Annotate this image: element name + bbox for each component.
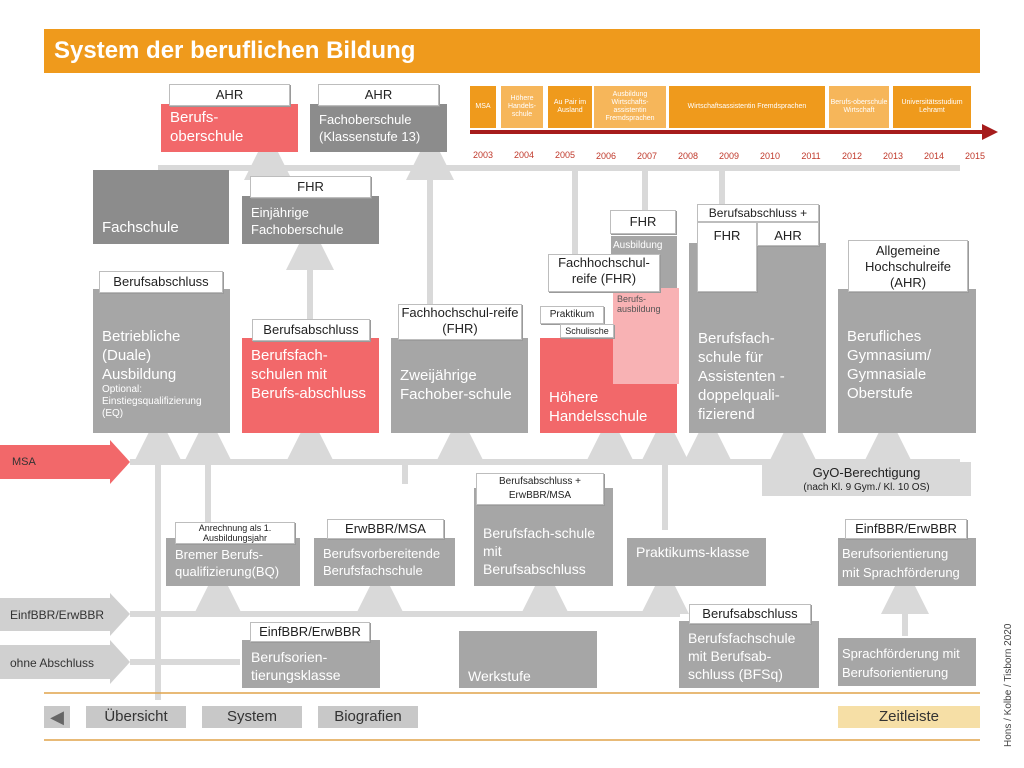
tag-berufsabschluss-dual: Berufsabschluss bbox=[99, 271, 223, 293]
tag-fhr-hhs: FHR bbox=[610, 210, 676, 234]
timeline-box-hhs: Höhere Handels-schule bbox=[501, 86, 543, 128]
tag-ahr-bos: AHR bbox=[169, 84, 290, 106]
nav-zeitleiste[interactable]: Zeitleiste bbox=[838, 706, 980, 728]
year-label: 2013 bbox=[882, 151, 904, 161]
tag-einfbbr-btk: EinfBBR/ErwBBR bbox=[250, 622, 370, 642]
timeline-box-ausbildung: Ausbildung Wirtschafts-assistentin Fremd… bbox=[594, 86, 666, 128]
box-berufsorientierungsklasse[interactable]: Berufsorien-tierungsklasse bbox=[242, 640, 380, 688]
tag-ahr-bfsa: AHR bbox=[757, 222, 819, 246]
timeline-box-bos: Berufs-oberschule Wirtschaft bbox=[829, 86, 889, 128]
timeline-box-wirtschaftsassistentin: Wirtschaftsassistentin Fremdsprachen bbox=[669, 86, 825, 128]
einfbbr-arrow-label: EinfBBR/ErwBBR bbox=[10, 608, 105, 622]
box-fachoberschule-13[interactable]: Fachoberschule (Klassenstufe 13) bbox=[310, 104, 447, 152]
year-label: 2014 bbox=[923, 151, 945, 161]
duale-ausbildung-label: Betriebliche (Duale) Ausbildung bbox=[102, 328, 181, 383]
back-button[interactable]: ◀ bbox=[44, 706, 70, 728]
credit-text: Hons / Kolbe / Tisborn 2020 bbox=[1003, 623, 1014, 747]
tag-erwbbr-msa: ErwBBR/MSA bbox=[327, 519, 444, 539]
tag-einfbbr-erwbbr: EinfBBR/ErwBBR bbox=[845, 519, 967, 539]
tag-fhr-fos2: Fachhochschul-reife (FHR) bbox=[398, 304, 522, 340]
year-label: 2015 bbox=[964, 151, 986, 161]
box-einjaehrige-fos[interactable]: Einjährige Fachoberschule bbox=[242, 196, 379, 244]
fhr-label: FHR bbox=[713, 228, 741, 243]
msa-arrow-label: MSA bbox=[12, 456, 36, 468]
timeline-box-msa: MSA bbox=[470, 86, 496, 128]
year-label: 2005 bbox=[554, 150, 576, 160]
hhs-berufsausbildung: Berufs-ausbildung bbox=[613, 288, 679, 384]
tag-fhr-bfsa: FHR bbox=[697, 222, 757, 292]
year-label: 2007 bbox=[636, 151, 658, 161]
hhs-praktikum: Praktikum bbox=[540, 306, 604, 324]
box-berufsfachschulen[interactable]: Berufsfach-schulen mit Berufs-abschluss bbox=[242, 338, 379, 433]
box-berufliches-gymnasium[interactable]: Berufliches Gymnasium/ Gymnasiale Oberst… bbox=[838, 289, 976, 433]
hhs-ausbildung-label: Ausbildung bbox=[613, 240, 663, 251]
box-bfsq[interactable]: Berufsfachschule mit Berufsab-schluss (B… bbox=[679, 621, 819, 688]
page-title: System der beruflichen Bildung bbox=[44, 29, 980, 73]
gyo-title: GyO-Berechtigung bbox=[812, 465, 921, 480]
box-berufsvorbereitende-bfs[interactable]: Berufsvorbereitende Berufsfachschule bbox=[314, 538, 455, 586]
nav-uebersicht[interactable]: Übersicht bbox=[86, 706, 186, 728]
hhs-schulische: Schulische bbox=[560, 324, 614, 338]
tag-ahr-gym: Allgemeine Hochschulreife (AHR) bbox=[848, 240, 968, 292]
box-fachschule[interactable]: Fachschule bbox=[93, 170, 229, 244]
box-berufsorientierung-sprachfoerderung[interactable]: Berufsorientierung mit Sprachförderung bbox=[838, 538, 976, 586]
box-bremer-berufsqualifizierung[interactable]: Bremer Berufs-qualifizierung(BQ) bbox=[166, 538, 300, 586]
box-sprachfoerderung[interactable]: Sprachförderung mit Berufsorientierung bbox=[838, 638, 976, 686]
year-label: 2003 bbox=[472, 150, 494, 160]
tag-berufsabschluss-plus: Berufsabschluss + bbox=[697, 204, 819, 222]
year-label: 2010 bbox=[759, 151, 781, 161]
duale-ausbildung-optional: Optional: Einstiegsqualifizierung (EQ) bbox=[102, 384, 202, 419]
box-werkstufe[interactable]: Werkstufe bbox=[459, 631, 597, 688]
tag-fhr-hhs-main: Fachhochschul-reife (FHR) bbox=[548, 254, 660, 292]
year-label: 2011 bbox=[801, 151, 821, 161]
tag-ahr-fos13: AHR bbox=[318, 84, 439, 106]
year-label: 2004 bbox=[513, 150, 535, 160]
box-duale-ausbildung[interactable]: Betriebliche (Duale) Ausbildung Optional… bbox=[93, 289, 230, 433]
tag-fhr-fos1: FHR bbox=[250, 176, 371, 198]
nav-biografien[interactable]: Biografien bbox=[318, 706, 418, 728]
year-label: 2009 bbox=[718, 151, 740, 161]
year-label: 2006 bbox=[595, 151, 617, 161]
gyo-berechtigung: GyO-Berechtigung (nach Kl. 9 Gym./ Kl. 1… bbox=[762, 462, 971, 496]
box-praktikumsklasse[interactable]: Praktikums-klasse bbox=[627, 538, 766, 586]
timeline-box-aupair: Au Pair im Ausland bbox=[548, 86, 592, 128]
ohne-abschluss-arrow-label: ohne Abschluss bbox=[10, 656, 95, 670]
gyo-sub: (nach Kl. 9 Gym./ Kl. 10 OS) bbox=[803, 482, 930, 493]
tag-berufsabschluss-bfs: Berufsabschluss bbox=[252, 319, 370, 341]
nav-system[interactable]: System bbox=[202, 706, 302, 728]
year-label: 2008 bbox=[677, 151, 699, 161]
box-berufsoberschule[interactable]: Berufs-oberschule bbox=[161, 104, 298, 152]
box-zweijaehrige-fos[interactable]: Zweijährige Fachober-schule bbox=[391, 338, 528, 433]
tag-berufsabschluss-bfsq: Berufsabschluss bbox=[689, 604, 811, 624]
tag-berufsabschluss-erwbbr: Berufsabschluss + ErwBBR/MSA bbox=[476, 473, 604, 505]
year-label: 2012 bbox=[841, 151, 863, 161]
tag-anrechnung: Anrechnung als 1. Ausbildungsjahr bbox=[175, 522, 295, 544]
timeline-box-studium: Universitätsstudium Lehramt bbox=[893, 86, 971, 128]
